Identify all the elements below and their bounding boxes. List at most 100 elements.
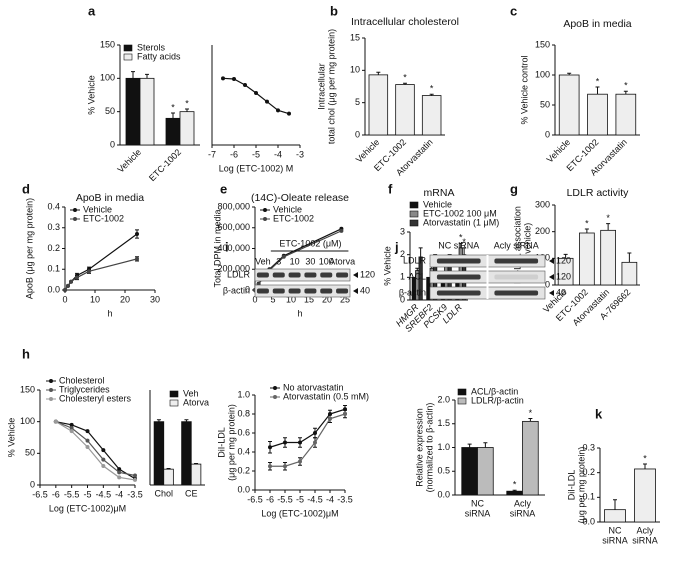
blot-band	[288, 288, 301, 294]
error-bar	[567, 72, 572, 75]
x-tick-label: -5.5	[64, 489, 80, 499]
bar	[153, 421, 165, 486]
size-arrow	[549, 290, 554, 296]
blot-band	[436, 290, 481, 296]
y-tick-label: 0	[400, 294, 405, 304]
error-bar	[184, 419, 189, 422]
significance-label: *	[513, 480, 517, 490]
point	[339, 228, 344, 233]
x-tick-label: -4.5	[307, 494, 323, 504]
x-tick-label: -7	[208, 149, 216, 159]
legend-marker	[273, 386, 277, 390]
y-tick-label: 0.0	[47, 284, 60, 294]
bar	[179, 111, 195, 146]
y-tick-label: 0	[245, 284, 250, 294]
point	[101, 457, 106, 462]
x-tick-label: 5	[270, 294, 275, 304]
bar	[621, 261, 638, 286]
point	[69, 429, 74, 434]
panel-label: j	[394, 239, 399, 254]
legend-label: Atorvastatin (1 μM)	[423, 217, 499, 227]
point	[283, 440, 287, 445]
x-tick-label: 0	[252, 294, 257, 304]
legend-marker	[263, 208, 267, 212]
y-tick-label: 1	[400, 272, 405, 282]
point	[63, 288, 67, 292]
x-tick-label: -5	[296, 494, 304, 504]
size-marker: 120	[556, 271, 571, 281]
y-tick-label: 0.0	[582, 516, 595, 526]
y-tick-label: 0.2	[237, 465, 250, 475]
y-tick-label: 600,000	[217, 222, 250, 232]
point	[69, 426, 74, 430]
panel-label: c	[510, 3, 517, 18]
blot-row-label: ACL	[408, 271, 426, 281]
y-tick-label: 0.1	[582, 492, 595, 502]
blot-band	[436, 274, 481, 280]
y-tick-label: 0.0	[237, 484, 250, 494]
legend-label: Cholesteryl esters	[59, 393, 132, 403]
x-tick-label: -6	[230, 149, 238, 159]
legend-label: Atorvastatin (0.5 mM)	[283, 391, 369, 401]
x-axis-label: Log (ETC-1002) M	[219, 163, 294, 173]
line	[55, 421, 136, 481]
x-tick-label: -3.5	[127, 489, 143, 499]
blot-band	[272, 272, 285, 278]
x-tick-label: CE	[185, 488, 198, 498]
error-bar	[643, 463, 647, 469]
blot-band	[320, 272, 333, 278]
x-tick-label: 30	[150, 294, 160, 304]
y-tick-label: 150	[535, 39, 550, 49]
legend-marker	[73, 217, 77, 221]
line	[269, 408, 346, 448]
legend-label: ETC-1002 100 μM	[423, 208, 497, 218]
panel-label: d	[22, 181, 30, 196]
lane-label: Acly siRNA	[494, 240, 539, 250]
bar	[395, 84, 415, 136]
panel-label: f	[388, 181, 393, 196]
y-tick-label: 0.2	[47, 243, 60, 253]
legend-swatch	[169, 390, 179, 398]
panel-label: g	[510, 181, 518, 196]
significance-label: *	[185, 98, 189, 108]
x-tick-label: -5.5	[277, 494, 293, 504]
size-arrow	[353, 288, 358, 294]
point	[287, 111, 291, 116]
point	[313, 440, 317, 445]
x-tick-label: NC	[609, 525, 622, 535]
y-tick-label: 100	[20, 416, 35, 426]
point	[69, 422, 74, 427]
legend-swatch	[409, 210, 419, 218]
line	[270, 413, 346, 467]
y-tick-label: 0.4	[237, 446, 250, 456]
bar	[634, 468, 656, 523]
size-marker: 40	[556, 287, 566, 297]
y-axis-label: % Vehicle	[382, 246, 392, 286]
significance-label: *	[171, 102, 175, 112]
lane-label: 100	[319, 256, 334, 266]
point	[117, 467, 122, 472]
panel-label: b	[330, 3, 338, 18]
point	[254, 91, 258, 95]
bar	[165, 117, 181, 146]
legend-label: Vehicle	[273, 204, 302, 214]
legend-label: ACL/β-actin	[471, 386, 518, 396]
y-axis-label: DiI-LDL	[566, 470, 576, 501]
x-tick-label: -4	[115, 489, 123, 499]
point	[268, 464, 272, 469]
y-axis-label: (% vehicle)	[522, 223, 532, 268]
bar	[125, 77, 141, 146]
blot-strip	[254, 284, 351, 298]
point	[276, 108, 280, 113]
point	[343, 412, 347, 416]
legend-label: ETC-1002	[83, 213, 124, 223]
legend-label: No atorvastatin	[283, 382, 344, 392]
significance-label: *	[529, 408, 533, 418]
size-marker: 120	[556, 255, 571, 265]
y-axis-label: DiI-LDL	[216, 427, 226, 458]
significance-label: *	[585, 218, 589, 228]
bar	[181, 421, 192, 486]
blot-band	[320, 288, 333, 294]
error-bar	[418, 247, 423, 257]
